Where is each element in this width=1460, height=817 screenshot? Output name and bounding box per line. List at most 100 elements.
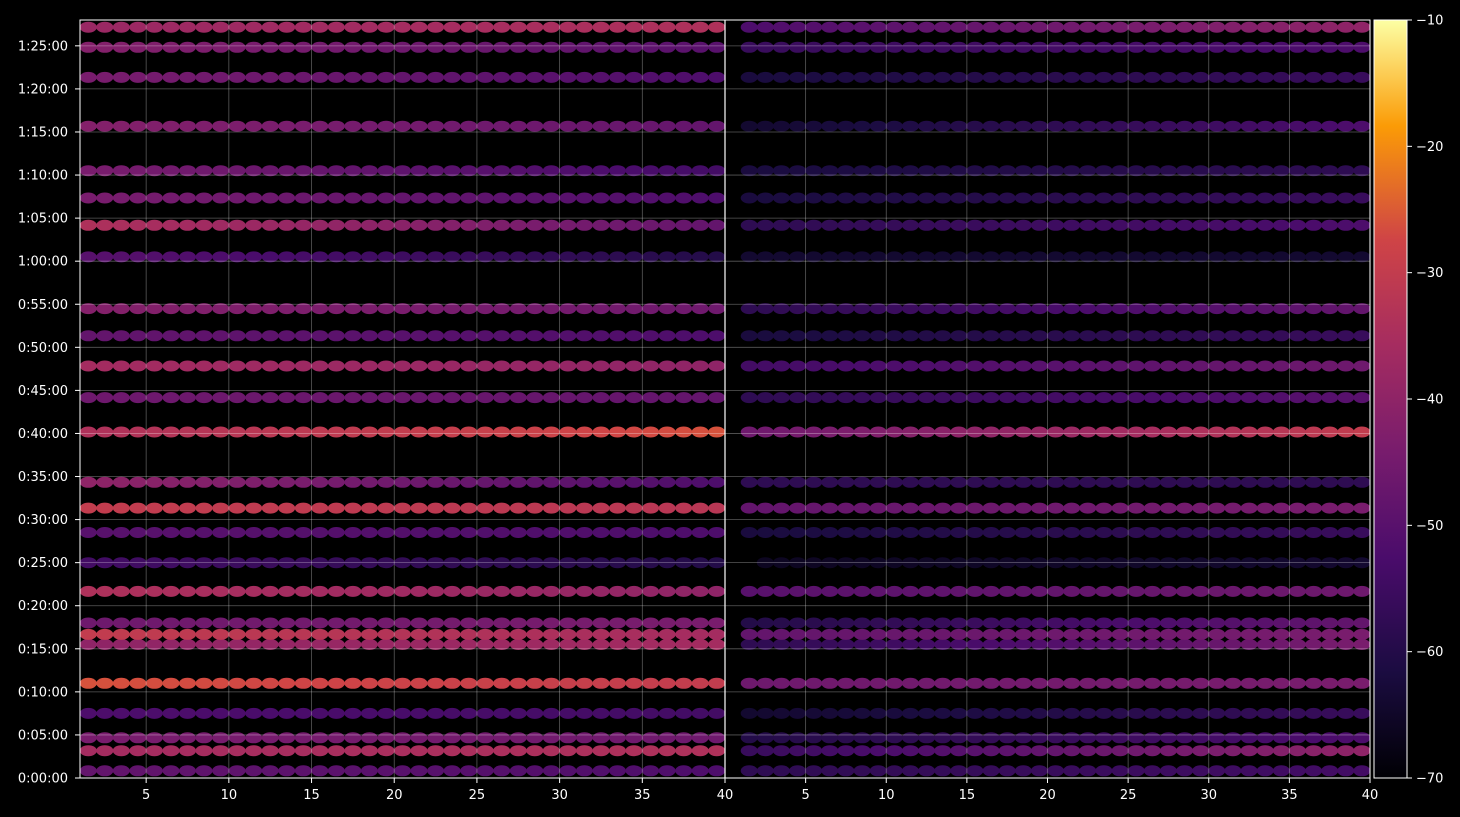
heatmap-cell: [950, 628, 968, 640]
heatmap-cell: [950, 251, 968, 263]
heatmap-cell: [772, 628, 790, 640]
heatmap-cell: [1127, 585, 1145, 597]
heatmap-cell: [934, 71, 952, 83]
heatmap-cell: [245, 330, 263, 342]
heatmap-cell: [1159, 745, 1177, 757]
heatmap-cell: [360, 303, 378, 315]
heatmap-cell: [245, 765, 263, 777]
heatmap-cell: [1014, 219, 1032, 231]
heatmap-cell: [460, 251, 478, 263]
heatmap-cell: [212, 476, 230, 488]
heatmap-cell: [1176, 71, 1194, 83]
heatmap-cell: [756, 165, 774, 177]
heatmap-cell: [1208, 476, 1226, 488]
heatmap-cell: [145, 557, 163, 569]
heatmap-cell: [1337, 707, 1355, 719]
heatmap-cell: [410, 527, 428, 538]
heatmap-cell: [294, 732, 312, 744]
heatmap-cell: [344, 617, 362, 629]
heatmap-cell: [261, 707, 279, 719]
heatmap-cell: [443, 617, 461, 629]
heatmap-cell: [1176, 677, 1194, 689]
heatmap-cell: [708, 71, 726, 83]
heatmap-cell: [212, 251, 230, 263]
heatmap-cell: [658, 303, 676, 315]
heatmap-cell: [294, 392, 312, 404]
heatmap-cell: [821, 745, 839, 757]
heatmap-cell: [542, 585, 560, 597]
heatmap-cell: [918, 639, 936, 650]
heatmap-cell: [112, 303, 130, 315]
heatmap-cell: [1127, 219, 1145, 231]
heatmap-cell: [245, 745, 263, 757]
heatmap-cell: [96, 745, 114, 757]
heatmap-cell: [79, 21, 97, 33]
heatmap-cell: [592, 476, 610, 488]
heatmap-cell: [476, 677, 494, 689]
heatmap-cell: [1159, 502, 1177, 514]
heatmap-cell: [1240, 585, 1258, 597]
heatmap-cell: [1224, 707, 1242, 719]
heatmap-cell: [460, 677, 478, 689]
heatmap-cell: [476, 639, 494, 650]
y-tick-label: 0:00:00: [18, 772, 68, 787]
heatmap-cell: [79, 120, 97, 132]
heatmap-cell: [1321, 628, 1339, 640]
x-tick-label: 20: [1039, 788, 1056, 803]
heatmap-cell: [427, 426, 445, 438]
heatmap-cell: [837, 120, 855, 132]
heatmap-cell: [592, 765, 610, 777]
heatmap-cell: [261, 745, 279, 757]
heatmap-cell: [443, 303, 461, 315]
heatmap-cell: [212, 330, 230, 342]
heatmap-cell: [950, 617, 968, 629]
heatmap-cell: [1030, 360, 1048, 372]
heatmap-cell: [278, 476, 296, 488]
heatmap-cell: [360, 360, 378, 372]
heatmap-cell: [821, 392, 839, 404]
heatmap-cell: [609, 476, 626, 488]
heatmap-cell: [1063, 707, 1081, 719]
heatmap-cell: [327, 527, 345, 538]
heatmap-cell: [675, 628, 693, 640]
heatmap-cell: [96, 21, 114, 33]
heatmap-cell: [1192, 732, 1210, 744]
heatmap-cell: [294, 303, 312, 315]
heatmap-cell: [934, 219, 952, 231]
heatmap-cell: [327, 502, 345, 514]
heatmap-cell: [1030, 303, 1048, 315]
heatmap-cell: [575, 617, 593, 629]
heatmap-cell: [1047, 71, 1065, 83]
heatmap-cell: [869, 732, 887, 744]
heatmap-cell: [966, 476, 984, 488]
heatmap-cell: [934, 677, 952, 689]
heatmap-cell: [1176, 476, 1194, 488]
heatmap-cell: [179, 585, 196, 597]
heatmap-cell: [327, 392, 345, 404]
heatmap-cell: [592, 71, 610, 83]
heatmap-cell: [1127, 639, 1145, 650]
heatmap-cell: [1159, 303, 1177, 315]
heatmap-cell: [982, 707, 1000, 719]
heatmap-cell: [625, 585, 643, 597]
heatmap-cell: [1240, 765, 1258, 777]
heatmap-cell: [427, 165, 445, 177]
colorbar-tick-label: −70: [1416, 772, 1443, 787]
heatmap-cell: [789, 392, 807, 404]
heatmap-cell: [526, 330, 544, 342]
heatmap-cell: [1079, 165, 1097, 177]
heatmap-cell: [212, 677, 230, 689]
heatmap-cell: [179, 303, 196, 315]
heatmap-cell: [853, 765, 871, 777]
x-tick-label: 30: [551, 788, 568, 803]
heatmap-cell: [821, 71, 839, 83]
heatmap-cell: [642, 41, 660, 53]
heatmap-cell: [1047, 527, 1065, 538]
heatmap-cell: [853, 192, 871, 204]
heatmap-cell: [592, 639, 610, 650]
heatmap-cell: [805, 303, 823, 315]
heatmap-cell: [112, 557, 130, 569]
heatmap-cell: [1305, 557, 1323, 569]
heatmap-cell: [998, 392, 1016, 404]
heatmap-cell: [443, 41, 461, 53]
